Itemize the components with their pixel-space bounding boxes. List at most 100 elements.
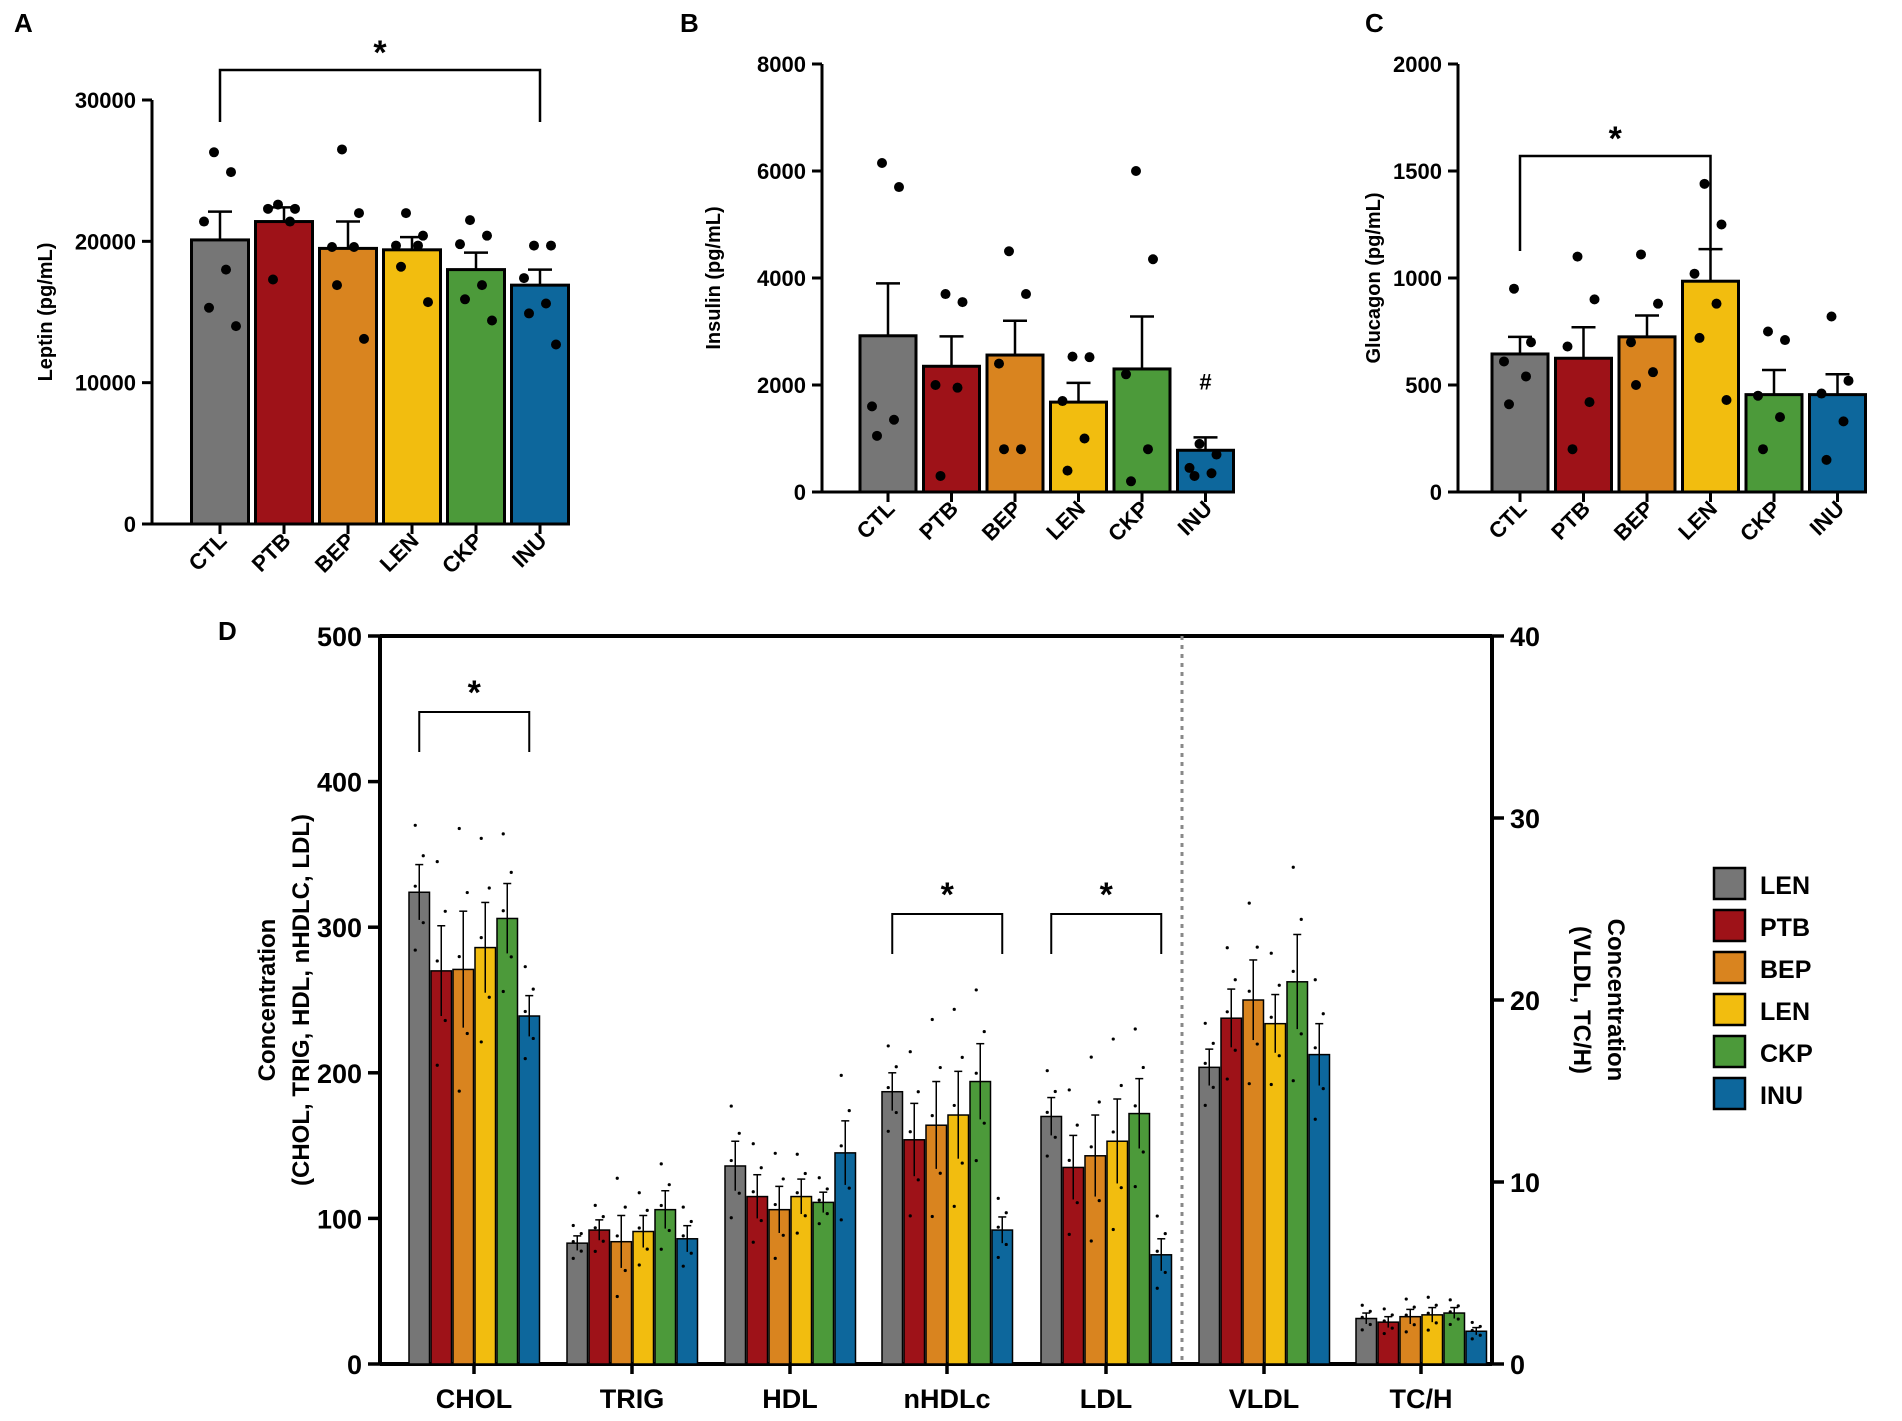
x-tick-label: CTL — [852, 496, 900, 544]
data-point — [1067, 1088, 1071, 1092]
data-point — [1097, 1100, 1101, 1104]
data-point — [1211, 449, 1222, 460]
left-y-tick-label: 100 — [317, 1204, 362, 1234]
data-point — [1584, 397, 1595, 408]
data-point — [601, 1214, 605, 1219]
data-point — [435, 860, 439, 864]
right-y-tick-label: 10 — [1510, 1168, 1540, 1198]
legend-swatch-len — [1712, 992, 1747, 1027]
data-point — [1456, 1317, 1460, 1321]
bar-ptb — [1554, 356, 1613, 494]
data-point — [523, 965, 527, 969]
data-point — [825, 1211, 829, 1216]
y-tick-label: 0 — [1430, 480, 1442, 505]
left-y-axis-label: Concentration (CHOL, TRIG, HDL, nHDLC, LD… — [254, 814, 315, 1186]
data-point — [479, 1040, 483, 1044]
bar-trig-ctl — [566, 1242, 589, 1365]
data-point — [1368, 1309, 1372, 1313]
data-point — [877, 157, 887, 168]
data-point — [1368, 1322, 1372, 1327]
x-tick-label: LEN — [375, 528, 424, 577]
bar-tch-ckp — [1443, 1312, 1466, 1365]
data-point — [1097, 1199, 1101, 1203]
data-point — [637, 1263, 641, 1267]
data-point — [1448, 1322, 1452, 1327]
x-tick-label: LEN — [1041, 496, 1090, 545]
data-point — [401, 208, 411, 219]
significance-star: * — [1609, 120, 1623, 158]
data-point — [803, 1214, 807, 1218]
data-point — [729, 1104, 733, 1108]
x-tick-label: LDL — [1080, 1384, 1132, 1414]
legend-label: PTB — [1760, 914, 1810, 942]
data-point — [1456, 1304, 1460, 1308]
bar-ctl — [190, 238, 250, 526]
data-point — [982, 1029, 986, 1034]
data-point — [1775, 412, 1785, 423]
bar-ckp — [1744, 393, 1804, 494]
data-point — [396, 261, 406, 272]
data-point — [1694, 332, 1705, 343]
data-point — [546, 240, 556, 251]
data-point — [332, 280, 342, 291]
data-point — [1321, 1012, 1325, 1016]
data-point — [1163, 1270, 1167, 1275]
panel-label-b: B — [680, 8, 699, 38]
y-tick-label: 6000 — [757, 159, 806, 184]
data-point — [689, 1251, 693, 1255]
data-point — [263, 203, 273, 214]
data-point — [199, 216, 209, 227]
bar-nhdlc-inu — [991, 1229, 1014, 1365]
y-tick-label: 2000 — [1393, 52, 1442, 77]
data-point — [1843, 375, 1854, 386]
data-point — [889, 414, 899, 425]
data-point — [940, 289, 951, 300]
data-point — [1648, 367, 1658, 378]
bar-nhdlc-ctl — [881, 1090, 904, 1365]
data-point — [1075, 1201, 1079, 1205]
data-point — [681, 1234, 685, 1238]
bar-inu — [1808, 393, 1867, 494]
data-point — [1711, 298, 1722, 309]
data-point — [418, 230, 428, 241]
data-point — [1131, 166, 1141, 176]
data-point — [886, 1085, 890, 1090]
data-point — [421, 921, 425, 925]
legend-swatch-ctl — [1712, 866, 1747, 901]
data-point — [1053, 1135, 1057, 1139]
bar-trig-ptb — [588, 1229, 611, 1365]
data-point — [541, 298, 551, 309]
significance-star: * — [468, 674, 482, 712]
panel-label-d: D — [218, 616, 237, 646]
data-point — [1426, 1328, 1430, 1332]
data-point — [1434, 1303, 1438, 1307]
data-point — [1653, 298, 1663, 309]
data-point — [817, 1176, 821, 1180]
data-point — [1277, 983, 1281, 987]
data-point — [737, 1191, 741, 1195]
data-point — [916, 1178, 920, 1182]
data-point — [601, 1239, 605, 1243]
significance-star: * — [941, 876, 955, 914]
data-point — [1299, 1032, 1303, 1036]
data-point — [615, 1294, 619, 1299]
data-point — [1382, 1307, 1386, 1311]
data-point — [531, 1036, 535, 1041]
data-point — [839, 1218, 843, 1222]
data-point — [737, 1131, 741, 1135]
data-point — [1572, 251, 1583, 262]
y-tick-label: 4000 — [757, 266, 806, 291]
data-point — [996, 1225, 1000, 1229]
left-y-tick-label: 300 — [317, 913, 362, 943]
data-point — [1360, 1315, 1364, 1319]
data-point — [1521, 371, 1531, 382]
right-y-axis-label: Concentration (VLDL, TC/H) — [1568, 919, 1629, 1082]
data-point — [637, 1191, 641, 1195]
data-point — [1119, 1083, 1123, 1088]
data-point — [1758, 444, 1768, 455]
legend-swatch-ptb — [1712, 908, 1747, 943]
data-point — [1225, 1077, 1229, 1081]
data-point — [623, 1205, 627, 1209]
data-point — [1155, 1249, 1159, 1253]
bar-trig-ckp — [654, 1208, 677, 1365]
